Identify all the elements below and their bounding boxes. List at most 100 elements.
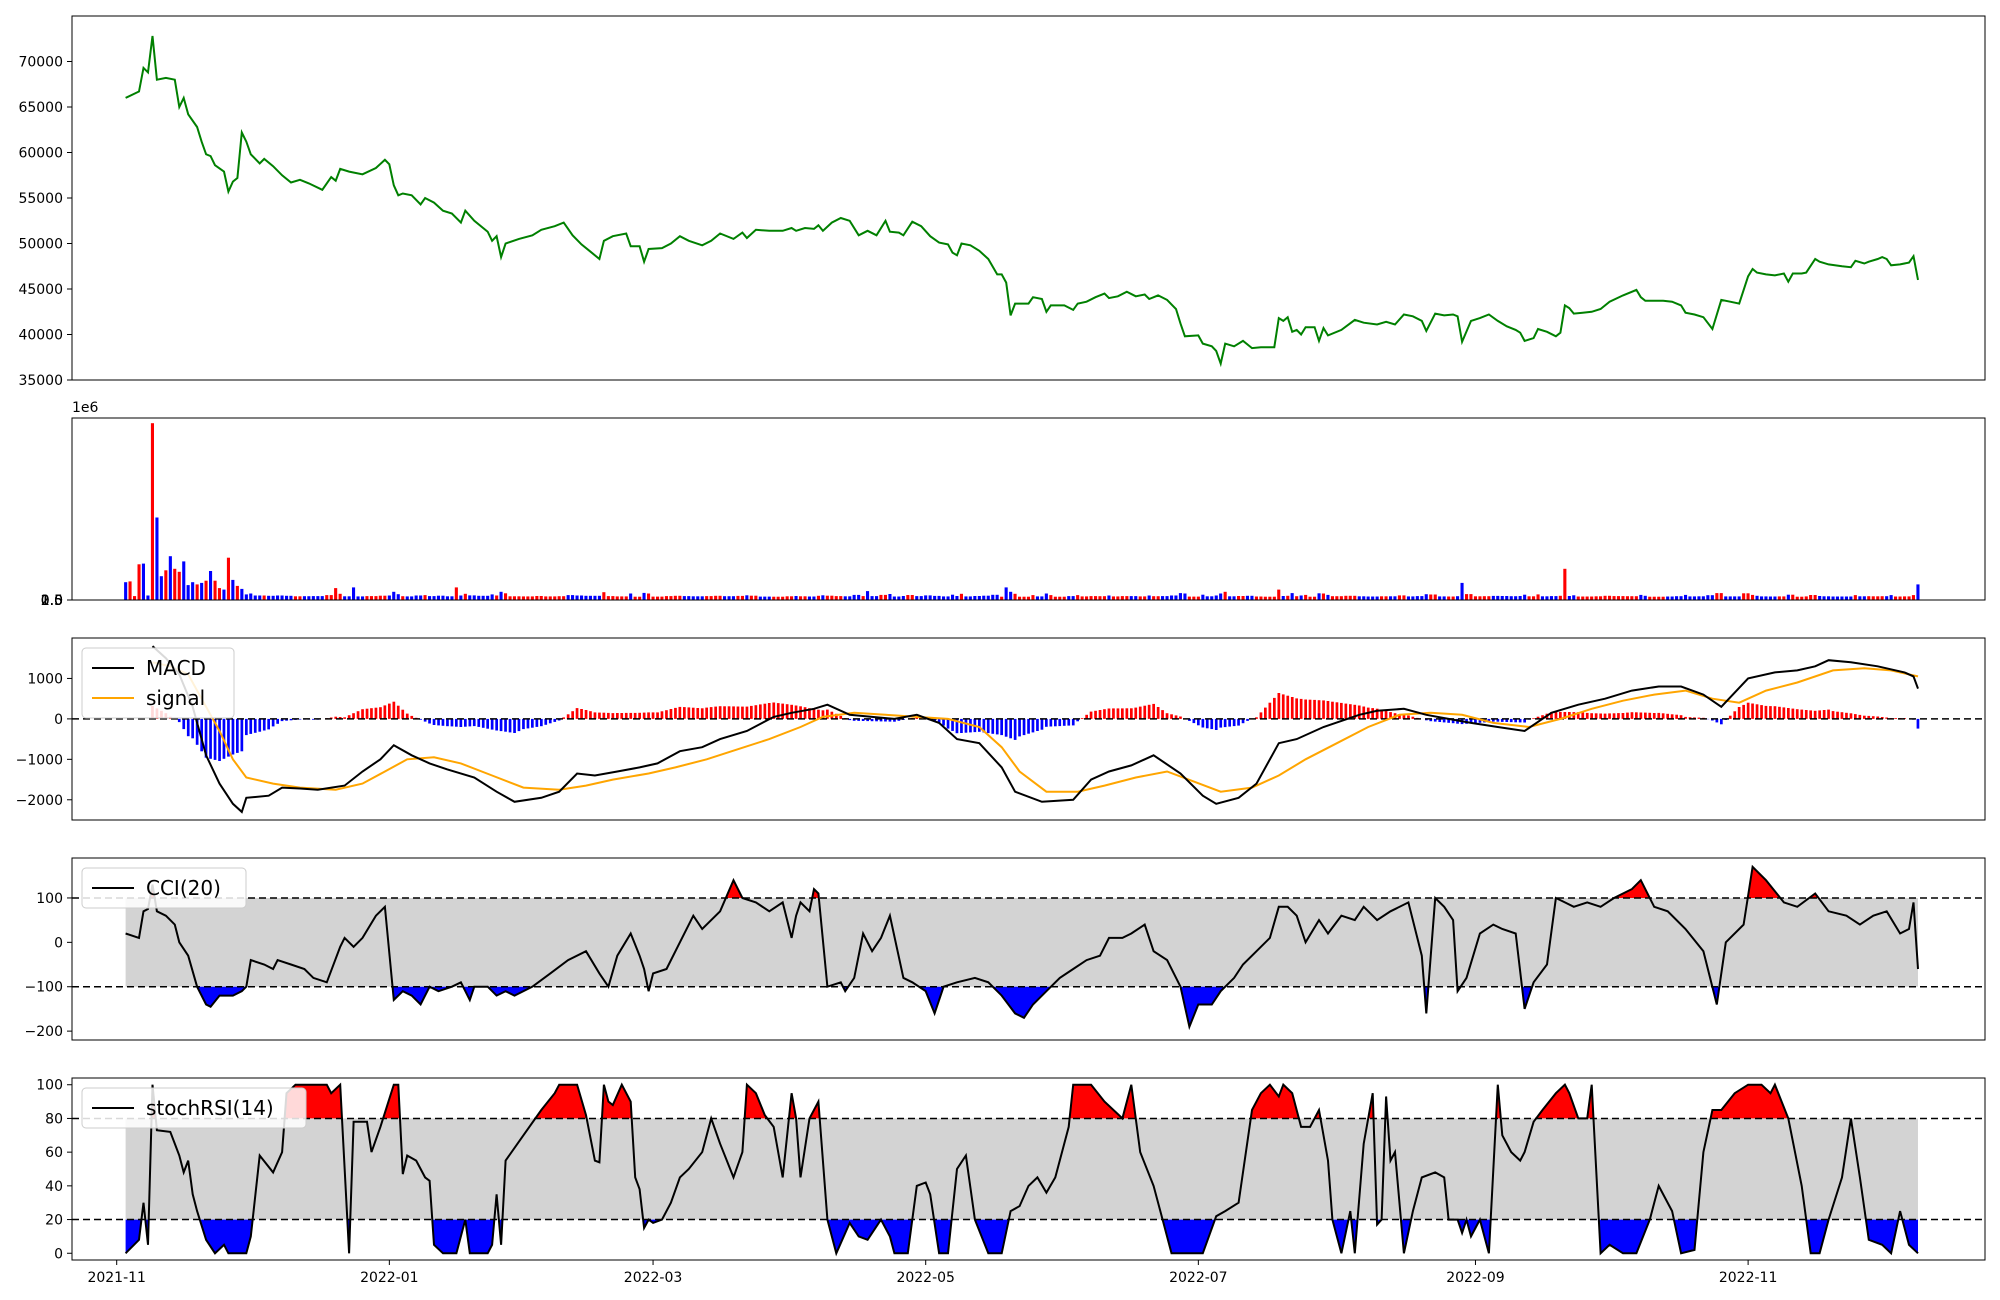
macd-histogram-bar [1644,712,1647,719]
volume-bar [991,594,995,600]
volume-bar [472,595,476,600]
x-tick-label: 2022-11 [1719,1270,1778,1286]
macd-histogram-bar [1290,697,1294,719]
volume-bar [575,595,579,600]
volume-bar [1791,594,1795,600]
volume-bar [1692,596,1696,600]
volume-bar [1786,594,1790,600]
macd-histogram-bar [1666,713,1669,719]
volume-bar [1894,596,1898,600]
volume-bar [1849,596,1853,600]
macd-histogram-bar [1384,711,1388,719]
volume-bar [1411,596,1415,600]
volume-bar [1196,596,1200,600]
volume-bar [1576,596,1580,600]
volume-bar [253,595,257,600]
volume-bar [955,596,959,600]
macd-histogram-bar [1022,718,1026,736]
volume-bar [329,595,333,600]
macd-histogram-bar [1447,718,1450,723]
stochrsi-legend-label: stochRSI(14) [146,1096,274,1120]
cci-oversold-fill [919,986,944,1014]
volume-bar [1862,596,1866,600]
volume-bar [1147,595,1151,600]
volume-bar [1397,595,1401,600]
volume-bar [365,596,369,600]
stochrsi-overbought-fill [1710,1084,1789,1119]
stochrsi-oversold-fill [1162,1219,1215,1254]
macd-histogram-bar [1313,699,1316,719]
macd-histogram-bar [1188,718,1191,721]
y-tick-label: 55000 [18,191,63,207]
macd-histogram-bar [584,710,588,719]
macd-histogram-bar [580,709,583,719]
macd-histogram-bar [808,708,811,719]
volume-bar [1469,594,1473,600]
y-tick-label: −2000 [16,793,63,809]
macd-histogram-bar [1733,711,1737,719]
volume-bar [387,595,391,600]
volume-bar [593,595,597,600]
macd-histogram-bar [1769,706,1772,719]
volume-bar [1782,596,1786,600]
macd-histogram-bar [236,718,239,753]
macd-histogram-bar [1192,718,1196,724]
macd-histogram-bar [1590,713,1593,719]
volume-bar [1755,595,1759,600]
macd-legend-label: signal [146,686,205,710]
macd-histogram-bar [1125,708,1129,719]
volume-bar [901,596,905,600]
stochrsi-oversold-fill [1332,1219,1349,1254]
macd-histogram-bar [964,718,968,733]
macd-histogram-bar [204,718,208,758]
macd-histogram-bar [186,718,190,737]
volume-bar [334,588,338,600]
macd-histogram-bar [839,715,843,719]
macd-histogram-bar [665,710,668,719]
macd-histogram-bar [1429,718,1433,722]
macd-histogram-bar [1523,718,1526,723]
macd-histogram-bar [620,713,624,719]
macd-histogram-bar [732,706,735,719]
volume-bar [1223,591,1227,600]
macd-histogram-bar [383,705,387,719]
macd-histogram-bar [1130,708,1133,719]
macd-histogram-bar [1174,715,1178,719]
macd-histogram-bar [1040,718,1044,730]
volume-bar [1433,594,1437,600]
volume-bar [933,595,937,600]
volume-bar [772,596,776,600]
volume-bar [177,571,181,600]
volume-bar [1903,596,1907,600]
macd-histogram-bar [1295,698,1298,719]
macd-histogram-bar [1751,703,1754,719]
volume-bar [1178,593,1182,600]
volume-bar [821,595,825,600]
macd-histogram-bar [472,718,476,727]
volume-bar [1187,596,1191,600]
volume-bar [1152,596,1156,600]
volume-bar [1384,596,1388,600]
stochrsi-oversold-fill [125,1219,142,1254]
volume-bar [1290,593,1294,600]
macd-histogram-bar [759,704,762,719]
volume-bar [1540,596,1544,600]
volume-bar [1071,596,1075,600]
macd-histogram-bar [231,718,235,755]
macd-histogram-bar [1273,697,1276,719]
volume-bar [968,596,972,600]
volume-bar [1509,596,1513,600]
volume-bar [1076,595,1080,600]
volume-bar [1156,596,1160,600]
volume-bar [1688,596,1692,600]
macd-histogram-bar [1000,718,1003,736]
macd-histogram-bar [191,718,194,739]
volume-bar [1183,593,1187,600]
macd-histogram-bar [1652,713,1656,719]
y-tick-label: 1.5 [41,593,63,609]
volume-bar [1907,596,1911,600]
macd-histogram-bar [1067,718,1071,726]
volume-bar [910,595,914,600]
volume-bar [1357,596,1361,600]
macd-histogram-bar [705,707,708,719]
